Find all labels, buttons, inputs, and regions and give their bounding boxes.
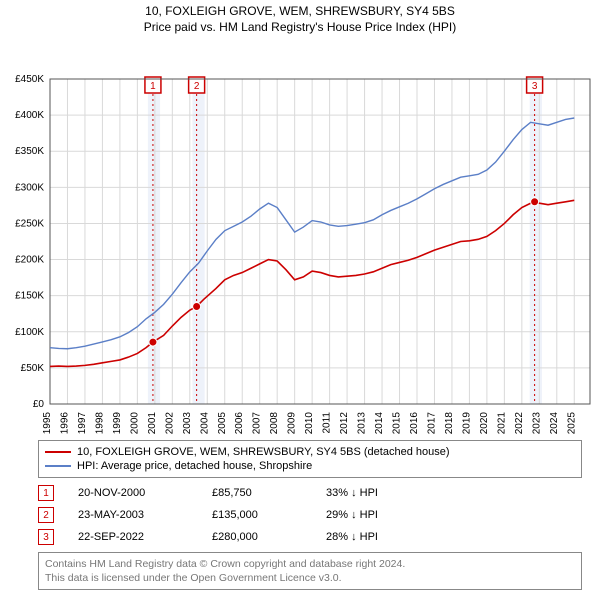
svg-text:£200K: £200K bbox=[15, 255, 44, 266]
svg-text:1997: 1997 bbox=[77, 412, 88, 434]
svg-text:2004: 2004 bbox=[199, 412, 210, 434]
legend-label: 10, FOXLEIGH GROVE, WEM, SHREWSBURY, SY4… bbox=[77, 446, 450, 458]
transaction-marker: 1 bbox=[38, 485, 54, 501]
transaction-marker: 2 bbox=[38, 507, 54, 523]
svg-text:£0: £0 bbox=[33, 399, 45, 410]
svg-text:2002: 2002 bbox=[164, 412, 175, 434]
svg-text:2003: 2003 bbox=[182, 412, 193, 434]
chart: £0 £50K £100K £150K £200K £250K £300K £350K £400… bbox=[0, 34, 600, 434]
transaction-row: 1 20-NOV-2000 £85,750 33% ↓ HPI bbox=[38, 482, 582, 504]
chart-svg: £0 £50K £100K £150K £200K £250K £300K £350K £400… bbox=[0, 34, 600, 434]
transaction-marker: 3 bbox=[38, 529, 54, 545]
svg-text:1: 1 bbox=[150, 81, 156, 92]
transaction-pct: 33% ↓ HPI bbox=[326, 487, 378, 499]
svg-text:2022: 2022 bbox=[514, 412, 525, 434]
transaction-row: 2 23-MAY-2003 £135,000 29% ↓ HPI bbox=[38, 504, 582, 526]
svg-text:2017: 2017 bbox=[426, 412, 437, 434]
svg-text:2019: 2019 bbox=[461, 412, 472, 434]
transaction-price: £85,750 bbox=[212, 487, 302, 499]
svg-text:2024: 2024 bbox=[549, 412, 560, 434]
svg-text:2012: 2012 bbox=[339, 412, 350, 434]
svg-text:£300K: £300K bbox=[15, 182, 44, 193]
svg-text:2006: 2006 bbox=[234, 412, 245, 434]
svg-text:2008: 2008 bbox=[269, 412, 280, 434]
footer: Contains HM Land Registry data © Crown c… bbox=[38, 552, 582, 590]
svg-text:2021: 2021 bbox=[496, 412, 507, 434]
svg-text:2023: 2023 bbox=[531, 412, 542, 434]
legend-item: 10, FOXLEIGH GROVE, WEM, SHREWSBURY, SY4… bbox=[45, 445, 575, 459]
title-line-1: 10, FOXLEIGH GROVE, WEM, SHREWSBURY, SY4… bbox=[0, 4, 600, 18]
svg-text:2016: 2016 bbox=[409, 412, 420, 434]
svg-text:£450K: £450K bbox=[15, 74, 44, 85]
svg-text:2010: 2010 bbox=[304, 412, 315, 434]
svg-text:2018: 2018 bbox=[444, 412, 455, 434]
svg-text:1998: 1998 bbox=[94, 412, 105, 434]
svg-text:3: 3 bbox=[532, 81, 538, 92]
svg-text:1995: 1995 bbox=[42, 412, 53, 434]
transaction-price: £280,000 bbox=[212, 531, 302, 543]
svg-text:£400K: £400K bbox=[15, 110, 44, 121]
svg-text:2013: 2013 bbox=[357, 412, 368, 434]
legend-swatch bbox=[45, 451, 71, 453]
svg-text:2020: 2020 bbox=[479, 412, 490, 434]
transaction-row: 3 22-SEP-2022 £280,000 28% ↓ HPI bbox=[38, 526, 582, 548]
titles: 10, FOXLEIGH GROVE, WEM, SHREWSBURY, SY4… bbox=[0, 0, 600, 34]
svg-text:2007: 2007 bbox=[252, 412, 263, 434]
footer-line: This data is licensed under the Open Gov… bbox=[45, 571, 575, 585]
transaction-price: £135,000 bbox=[212, 509, 302, 521]
svg-text:2011: 2011 bbox=[322, 412, 333, 434]
legend-item: HPI: Average price, detached house, Shro… bbox=[45, 459, 575, 473]
svg-text:2014: 2014 bbox=[374, 412, 385, 434]
svg-text:£150K: £150K bbox=[15, 291, 44, 302]
svg-text:£50K: £50K bbox=[21, 363, 45, 374]
legend-swatch bbox=[45, 465, 71, 467]
legend-label: HPI: Average price, detached house, Shro… bbox=[77, 460, 312, 472]
svg-text:2005: 2005 bbox=[217, 412, 228, 434]
svg-text:1996: 1996 bbox=[59, 412, 70, 434]
svg-text:2025: 2025 bbox=[566, 412, 577, 434]
svg-text:£350K: £350K bbox=[15, 146, 44, 157]
legend: 10, FOXLEIGH GROVE, WEM, SHREWSBURY, SY4… bbox=[38, 440, 582, 478]
transaction-table: 1 20-NOV-2000 £85,750 33% ↓ HPI 2 23-MAY… bbox=[38, 482, 582, 548]
svg-text:£100K: £100K bbox=[15, 327, 44, 338]
transaction-pct: 29% ↓ HPI bbox=[326, 509, 378, 521]
transaction-date: 22-SEP-2022 bbox=[78, 531, 188, 543]
transaction-date: 20-NOV-2000 bbox=[78, 487, 188, 499]
transaction-date: 23-MAY-2003 bbox=[78, 509, 188, 521]
svg-text:2015: 2015 bbox=[392, 412, 403, 434]
svg-text:2: 2 bbox=[194, 81, 200, 92]
chart-container: 10, FOXLEIGH GROVE, WEM, SHREWSBURY, SY4… bbox=[0, 0, 600, 590]
svg-text:1999: 1999 bbox=[112, 412, 123, 434]
footer-line: Contains HM Land Registry data © Crown c… bbox=[45, 557, 575, 571]
svg-text:£250K: £250K bbox=[15, 218, 44, 229]
svg-text:2009: 2009 bbox=[287, 412, 298, 434]
svg-text:2000: 2000 bbox=[129, 412, 140, 434]
title-line-2: Price paid vs. HM Land Registry's House … bbox=[0, 20, 600, 34]
transaction-pct: 28% ↓ HPI bbox=[326, 531, 378, 543]
svg-text:2001: 2001 bbox=[147, 412, 158, 434]
